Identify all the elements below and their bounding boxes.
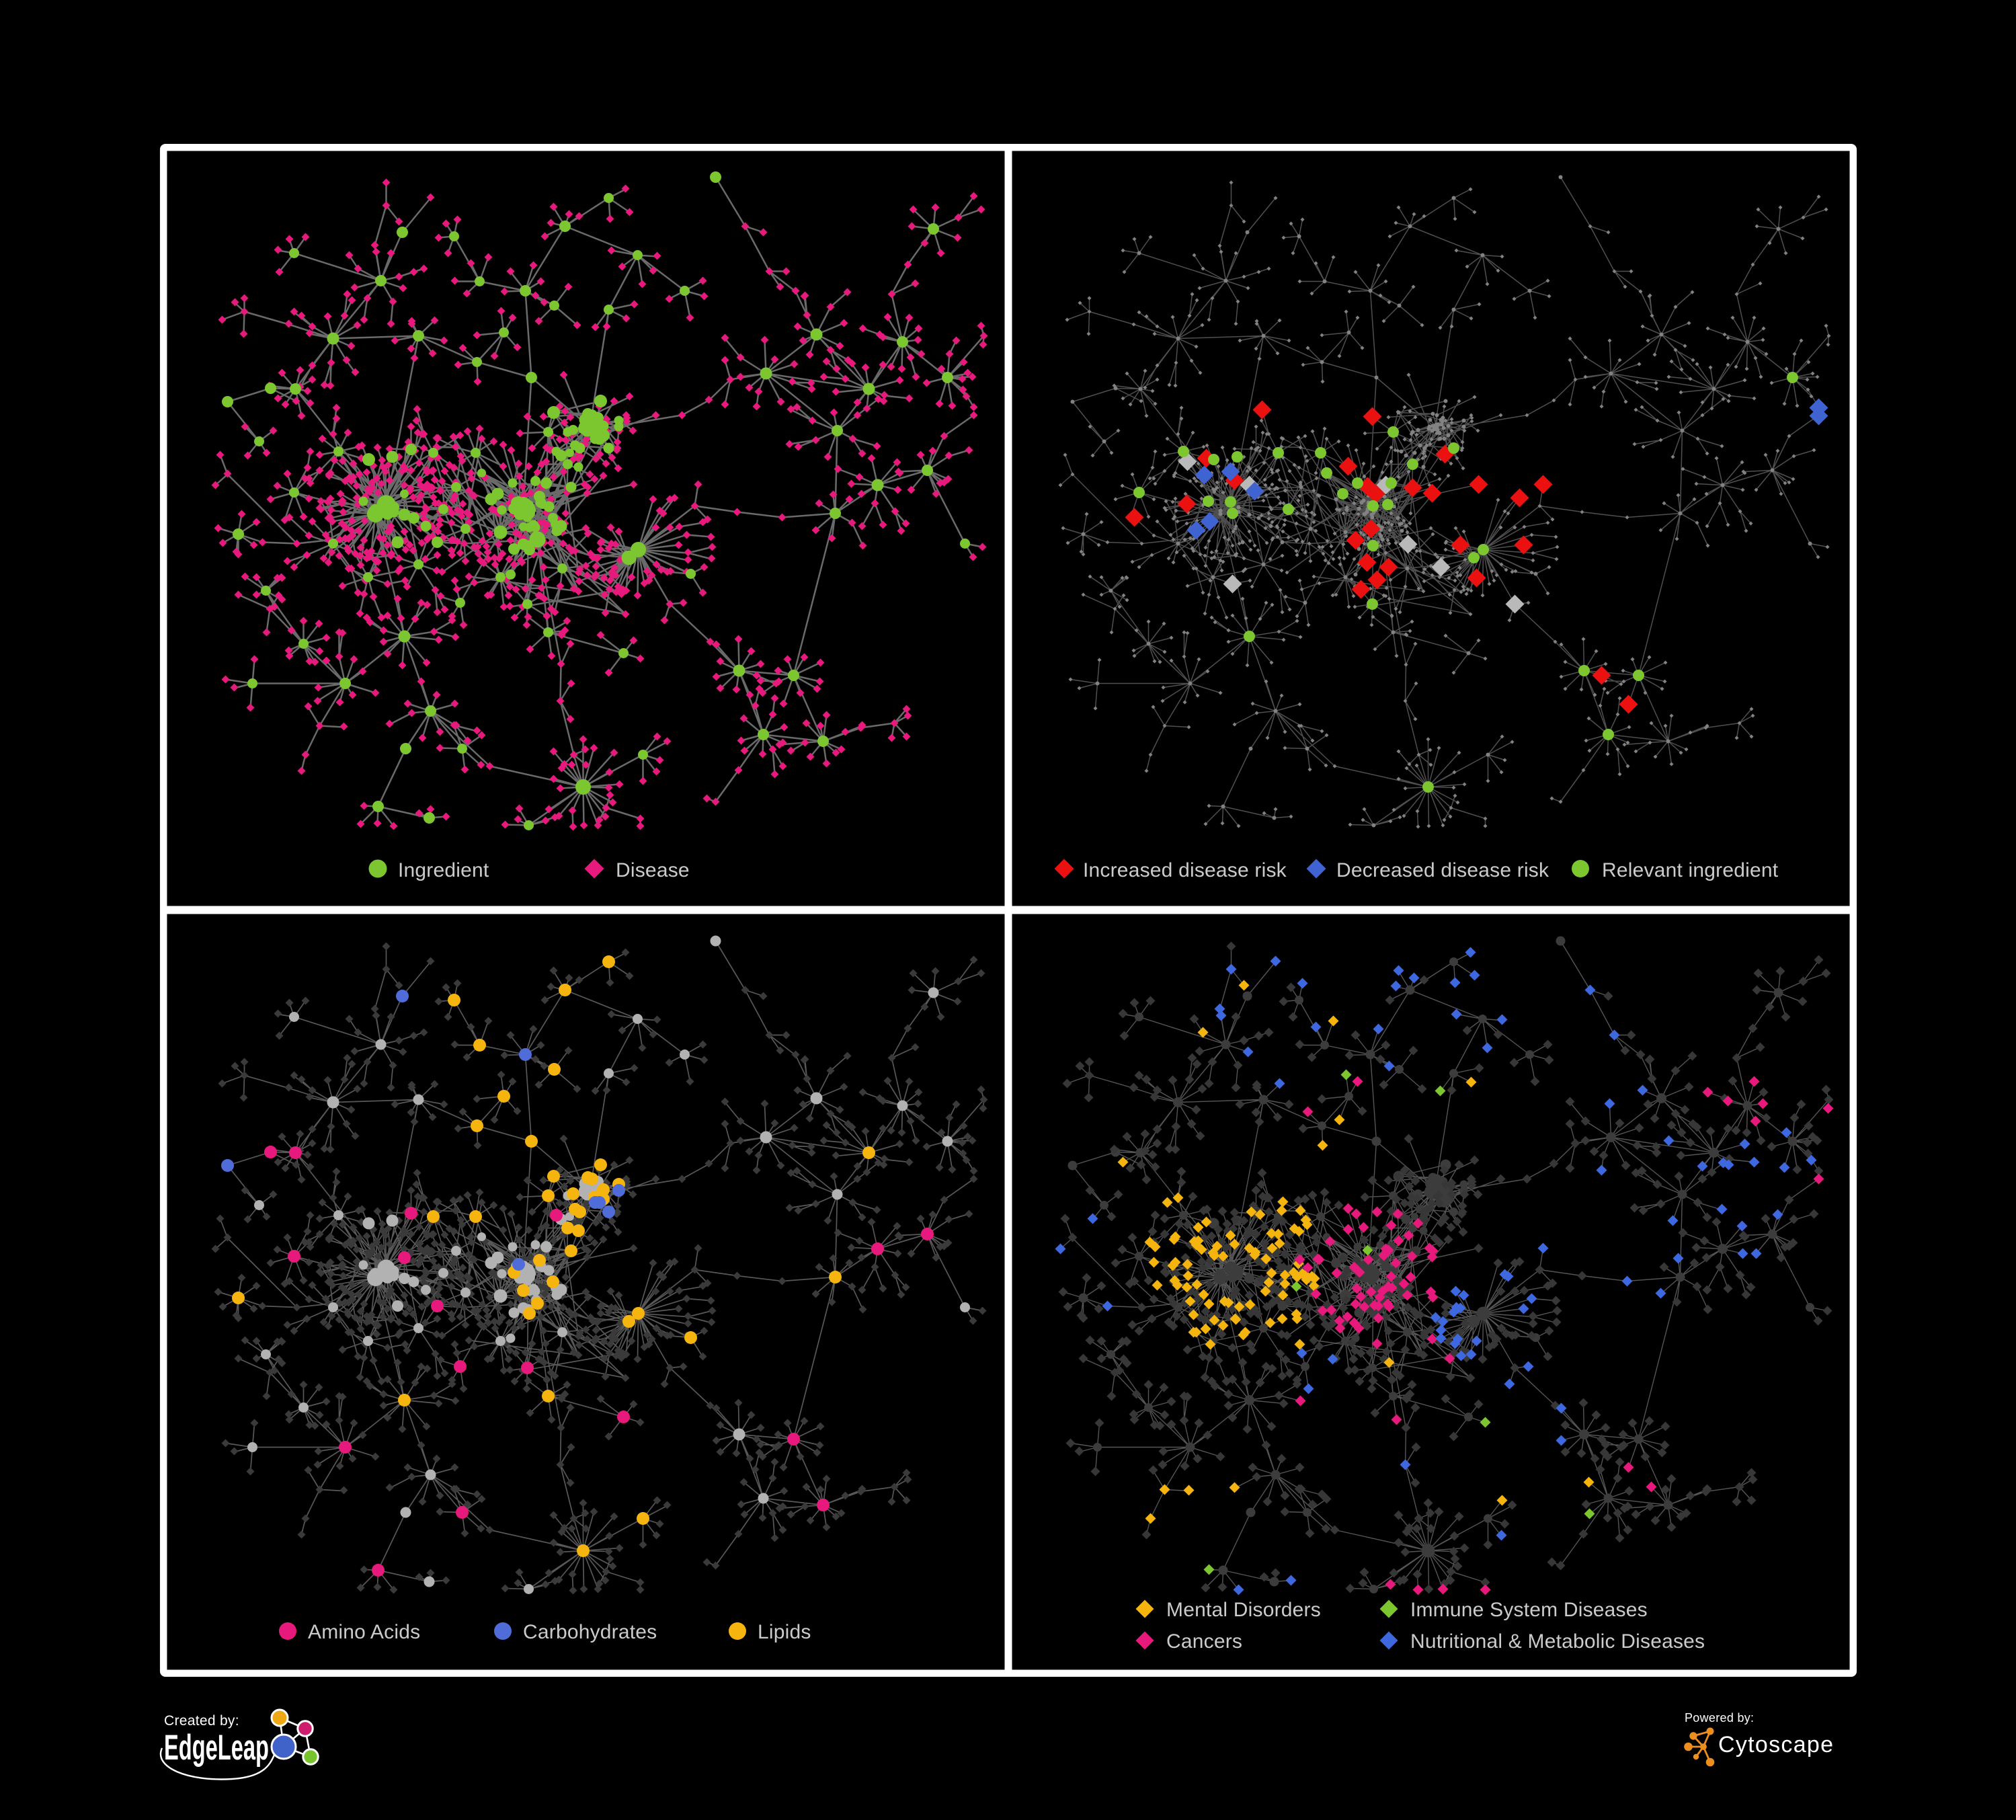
svg-text:Increased disease risk: Increased disease risk bbox=[1083, 859, 1287, 881]
svg-text:Cancers: Cancers bbox=[1166, 1630, 1242, 1653]
svg-text:Mental Disorders: Mental Disorders bbox=[1166, 1599, 1321, 1621]
svg-text:Cytoscape: Cytoscape bbox=[1718, 1732, 1834, 1757]
svg-text:Immune System Diseases: Immune System Diseases bbox=[1410, 1599, 1648, 1621]
svg-text:Relevant ingredient: Relevant ingredient bbox=[1602, 859, 1779, 881]
svg-text:Carbohydrates: Carbohydrates bbox=[523, 1621, 657, 1643]
svg-text:Powered by:: Powered by: bbox=[1685, 1711, 1754, 1725]
svg-text:Ingredient: Ingredient bbox=[398, 859, 489, 881]
svg-text:Amino Acids: Amino Acids bbox=[308, 1621, 420, 1643]
svg-text:Created by:: Created by: bbox=[164, 1713, 239, 1729]
svg-text:Nutritional & Metabolic Diseas: Nutritional & Metabolic Diseases bbox=[1410, 1630, 1705, 1653]
svg-text:EdgeLeap: EdgeLeap bbox=[164, 1728, 269, 1768]
svg-text:Lipids: Lipids bbox=[758, 1621, 811, 1643]
svg-text:Disease: Disease bbox=[616, 859, 690, 881]
svg-text:Decreased disease risk: Decreased disease risk bbox=[1336, 859, 1549, 881]
